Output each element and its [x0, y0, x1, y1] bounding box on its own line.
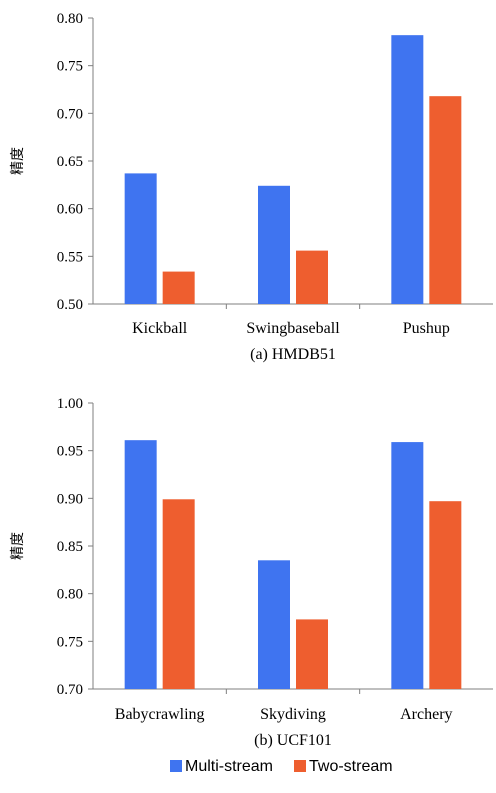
y-tick-label: 0.55 — [57, 249, 83, 265]
x-tick-label: Skydiving — [260, 706, 326, 723]
y-tick-label: 0.65 — [57, 154, 83, 170]
y-axis-label: 精度 — [10, 532, 26, 560]
y-tick-label: 0.70 — [57, 682, 83, 698]
chart-caption: (a) HMDB51 — [250, 346, 336, 363]
y-tick-label: 0.50 — [57, 297, 83, 313]
chart-caption: (b) UCF101 — [254, 732, 332, 749]
bar-two-stream — [296, 619, 328, 689]
y-tick-label: 0.60 — [57, 202, 83, 218]
y-tick-label: 0.80 — [57, 11, 83, 27]
y-tick-label: 0.85 — [57, 539, 83, 555]
legend-swatch — [170, 760, 182, 772]
y-axis-label: 精度 — [10, 147, 26, 175]
bar-two-stream — [162, 499, 195, 689]
bar-multi-stream — [391, 442, 424, 689]
y-tick-label: 0.90 — [57, 491, 83, 507]
bar-two-stream — [296, 250, 328, 304]
x-tick-label: Pushup — [403, 320, 450, 337]
x-tick-label: Archery — [400, 706, 452, 723]
legend-label: Multi-stream — [185, 758, 273, 775]
x-tick-label: Swingbaseball — [246, 320, 340, 337]
x-tick-label: Babycrawling — [115, 706, 205, 723]
bar-multi-stream — [258, 560, 290, 689]
bar-multi-stream — [124, 173, 157, 304]
y-tick-label: 0.75 — [57, 634, 83, 650]
legend-label: Two-stream — [309, 758, 393, 775]
bar-multi-stream — [124, 440, 157, 689]
y-tick-label: 0.80 — [57, 587, 83, 603]
bar-multi-stream — [391, 35, 424, 304]
bar-two-stream — [429, 501, 462, 689]
bar-multi-stream — [258, 185, 290, 304]
x-tick-label: Kickball — [132, 320, 188, 337]
y-tick-label: 0.75 — [57, 59, 83, 75]
y-tick-label: 1.00 — [57, 396, 83, 412]
bar-two-stream — [429, 96, 462, 304]
y-tick-label: 0.95 — [57, 444, 83, 460]
bar-two-stream — [162, 271, 195, 304]
y-tick-label: 0.70 — [57, 106, 83, 122]
legend-swatch — [294, 760, 306, 772]
